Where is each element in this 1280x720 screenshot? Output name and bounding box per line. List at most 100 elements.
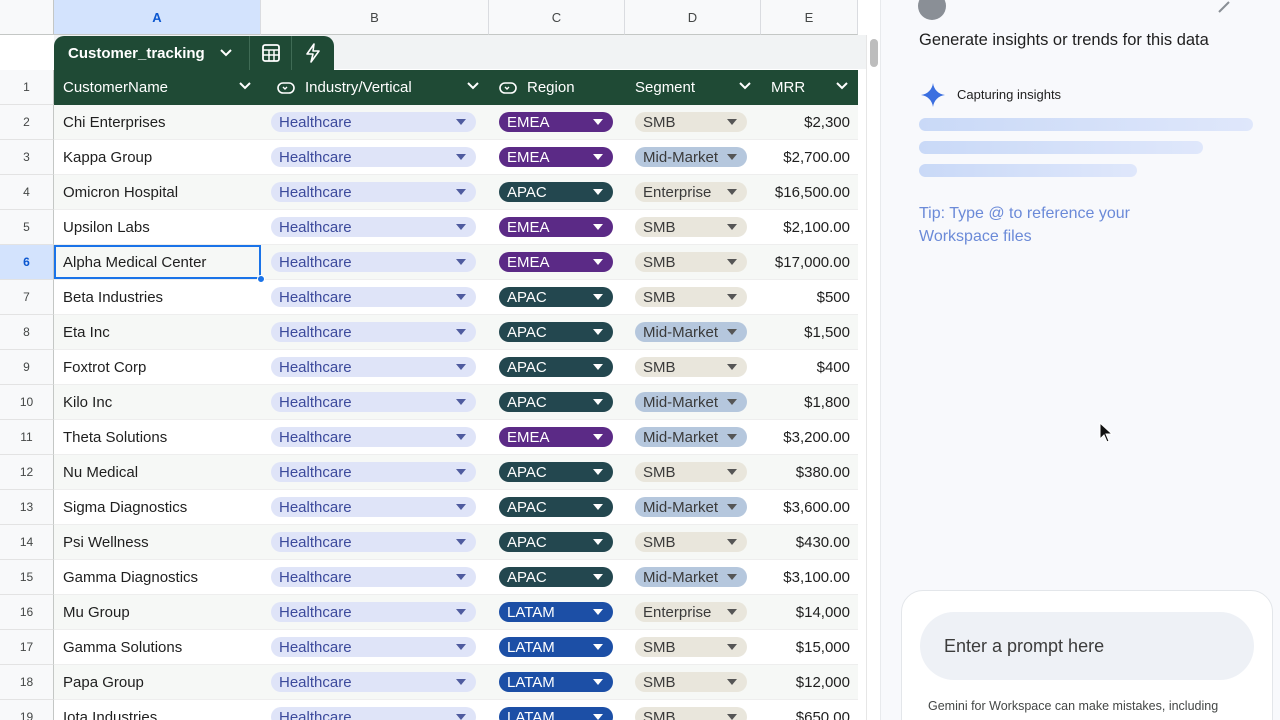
segment-cell[interactable]: Mid-Market — [625, 140, 761, 174]
customer-name-cell[interactable]: Omicron Hospital — [54, 175, 261, 209]
segment-chip[interactable]: SMB — [635, 672, 747, 692]
industry-chip[interactable]: Healthcare — [271, 427, 476, 447]
region-cell[interactable]: LATAM — [489, 595, 625, 629]
region-cell[interactable]: APAC — [489, 280, 625, 314]
chevron-down-icon[interactable] — [239, 82, 251, 90]
segment-cell[interactable]: Mid-Market — [625, 490, 761, 524]
mrr-cell[interactable]: $3,600.00 — [761, 490, 858, 524]
customer-name-cell[interactable]: Gamma Diagnostics — [54, 560, 261, 594]
industry-chip[interactable]: Healthcare — [271, 392, 476, 412]
region-chip[interactable]: LATAM — [499, 602, 613, 622]
region-cell[interactable]: APAC — [489, 315, 625, 349]
column-header-c[interactable]: C — [489, 0, 625, 35]
row-number[interactable]: 1 — [0, 70, 54, 105]
industry-chip[interactable]: Healthcare — [271, 602, 476, 622]
customer-name-cell[interactable]: Papa Group — [54, 665, 261, 699]
segment-chip[interactable]: Enterprise — [635, 602, 747, 622]
table-view-button[interactable] — [250, 36, 292, 70]
region-chip[interactable]: LATAM — [499, 707, 613, 720]
region-chip[interactable]: APAC — [499, 497, 613, 517]
segment-chip[interactable]: Enterprise — [635, 182, 747, 202]
segment-cell[interactable]: SMB — [625, 665, 761, 699]
industry-cell[interactable]: Healthcare — [261, 665, 489, 699]
region-cell[interactable]: EMEA — [489, 105, 625, 139]
row-number[interactable]: 12 — [0, 455, 54, 490]
industry-chip[interactable]: Healthcare — [271, 322, 476, 342]
edit-icon[interactable] — [1217, 0, 1233, 19]
row-number[interactable]: 17 — [0, 630, 54, 665]
industry-cell[interactable]: Healthcare — [261, 700, 489, 720]
segment-cell[interactable]: SMB — [625, 630, 761, 664]
industry-cell[interactable]: Healthcare — [261, 315, 489, 349]
region-cell[interactable]: APAC — [489, 490, 625, 524]
customer-name-cell[interactable]: Beta Industries — [54, 280, 261, 314]
region-cell[interactable]: APAC — [489, 560, 625, 594]
segment-cell[interactable]: SMB — [625, 525, 761, 559]
industry-cell[interactable]: Healthcare — [261, 280, 489, 314]
row-number[interactable]: 11 — [0, 420, 54, 455]
region-chip[interactable]: APAC — [499, 322, 613, 342]
segment-chip[interactable]: SMB — [635, 287, 747, 307]
segment-chip[interactable]: Mid-Market — [635, 427, 747, 447]
industry-cell[interactable]: Healthcare — [261, 595, 489, 629]
region-cell[interactable]: EMEA — [489, 210, 625, 244]
region-chip[interactable]: APAC — [499, 287, 613, 307]
region-cell[interactable]: EMEA — [489, 420, 625, 454]
segment-chip[interactable]: Mid-Market — [635, 497, 747, 517]
region-cell[interactable]: APAC — [489, 455, 625, 489]
mrr-cell[interactable]: $2,300 — [761, 105, 858, 139]
segment-chip[interactable]: SMB — [635, 462, 747, 482]
customer-name-cell[interactable]: Psi Wellness — [54, 525, 261, 559]
customer-name-cell[interactable]: Kappa Group — [54, 140, 261, 174]
row-number[interactable]: 18 — [0, 665, 54, 700]
column-header-a[interactable]: A — [54, 0, 261, 35]
mrr-cell[interactable]: $400 — [761, 350, 858, 384]
segment-cell[interactable]: Mid-Market — [625, 315, 761, 349]
region-cell[interactable]: LATAM — [489, 700, 625, 720]
mrr-cell[interactable]: $14,000 — [761, 595, 858, 629]
mrr-cell[interactable]: $1,500 — [761, 315, 858, 349]
segment-chip[interactable]: Mid-Market — [635, 147, 747, 167]
row-number[interactable]: 14 — [0, 525, 54, 560]
column-header-b[interactable]: B — [261, 0, 489, 35]
segment-cell[interactable]: Mid-Market — [625, 560, 761, 594]
row-number[interactable]: 9 — [0, 350, 54, 385]
select-all-corner[interactable] — [0, 0, 54, 35]
industry-chip[interactable]: Healthcare — [271, 182, 476, 202]
customer-name-cell[interactable]: Foxtrot Corp — [54, 350, 261, 384]
table-name[interactable]: Customer_tracking — [68, 44, 205, 62]
row-number[interactable]: 13 — [0, 490, 54, 525]
region-chip[interactable]: APAC — [499, 462, 613, 482]
mrr-cell[interactable]: $3,200.00 — [761, 420, 858, 454]
mrr-cell[interactable]: $2,700.00 — [761, 140, 858, 174]
header-industry[interactable]: Industry/Vertical — [261, 70, 489, 105]
segment-chip[interactable]: Mid-Market — [635, 567, 747, 587]
region-chip[interactable]: EMEA — [499, 252, 613, 272]
industry-chip[interactable]: Healthcare — [271, 112, 476, 132]
region-cell[interactable]: EMEA — [489, 140, 625, 174]
region-cell[interactable]: APAC — [489, 525, 625, 559]
automation-button[interactable] — [292, 36, 334, 70]
mrr-cell[interactable]: $380.00 — [761, 455, 858, 489]
industry-chip[interactable]: Healthcare — [271, 532, 476, 552]
segment-chip[interactable]: SMB — [635, 637, 747, 657]
industry-cell[interactable]: Healthcare — [261, 350, 489, 384]
region-cell[interactable]: APAC — [489, 350, 625, 384]
mrr-cell[interactable]: $650.00 — [761, 700, 858, 720]
mrr-cell[interactable]: $1,800 — [761, 385, 858, 419]
customer-name-cell[interactable]: Nu Medical — [54, 455, 261, 489]
region-chip[interactable]: EMEA — [499, 112, 613, 132]
industry-cell[interactable]: Healthcare — [261, 105, 489, 139]
customer-name-cell[interactable]: Chi Enterprises — [54, 105, 261, 139]
mrr-cell[interactable]: $3,100.00 — [761, 560, 858, 594]
customer-name-cell[interactable]: Iota Industries — [54, 700, 261, 720]
segment-cell[interactable]: SMB — [625, 700, 761, 720]
region-chip[interactable]: EMEA — [499, 147, 613, 167]
region-cell[interactable]: LATAM — [489, 630, 625, 664]
row-number[interactable]: 10 — [0, 385, 54, 420]
industry-chip[interactable]: Healthcare — [271, 567, 476, 587]
customer-name-cell[interactable]: Gamma Solutions — [54, 630, 261, 664]
segment-chip[interactable]: SMB — [635, 252, 747, 272]
customer-name-cell[interactable]: Theta Solutions — [54, 420, 261, 454]
header-customername[interactable]: CustomerName — [54, 70, 261, 105]
